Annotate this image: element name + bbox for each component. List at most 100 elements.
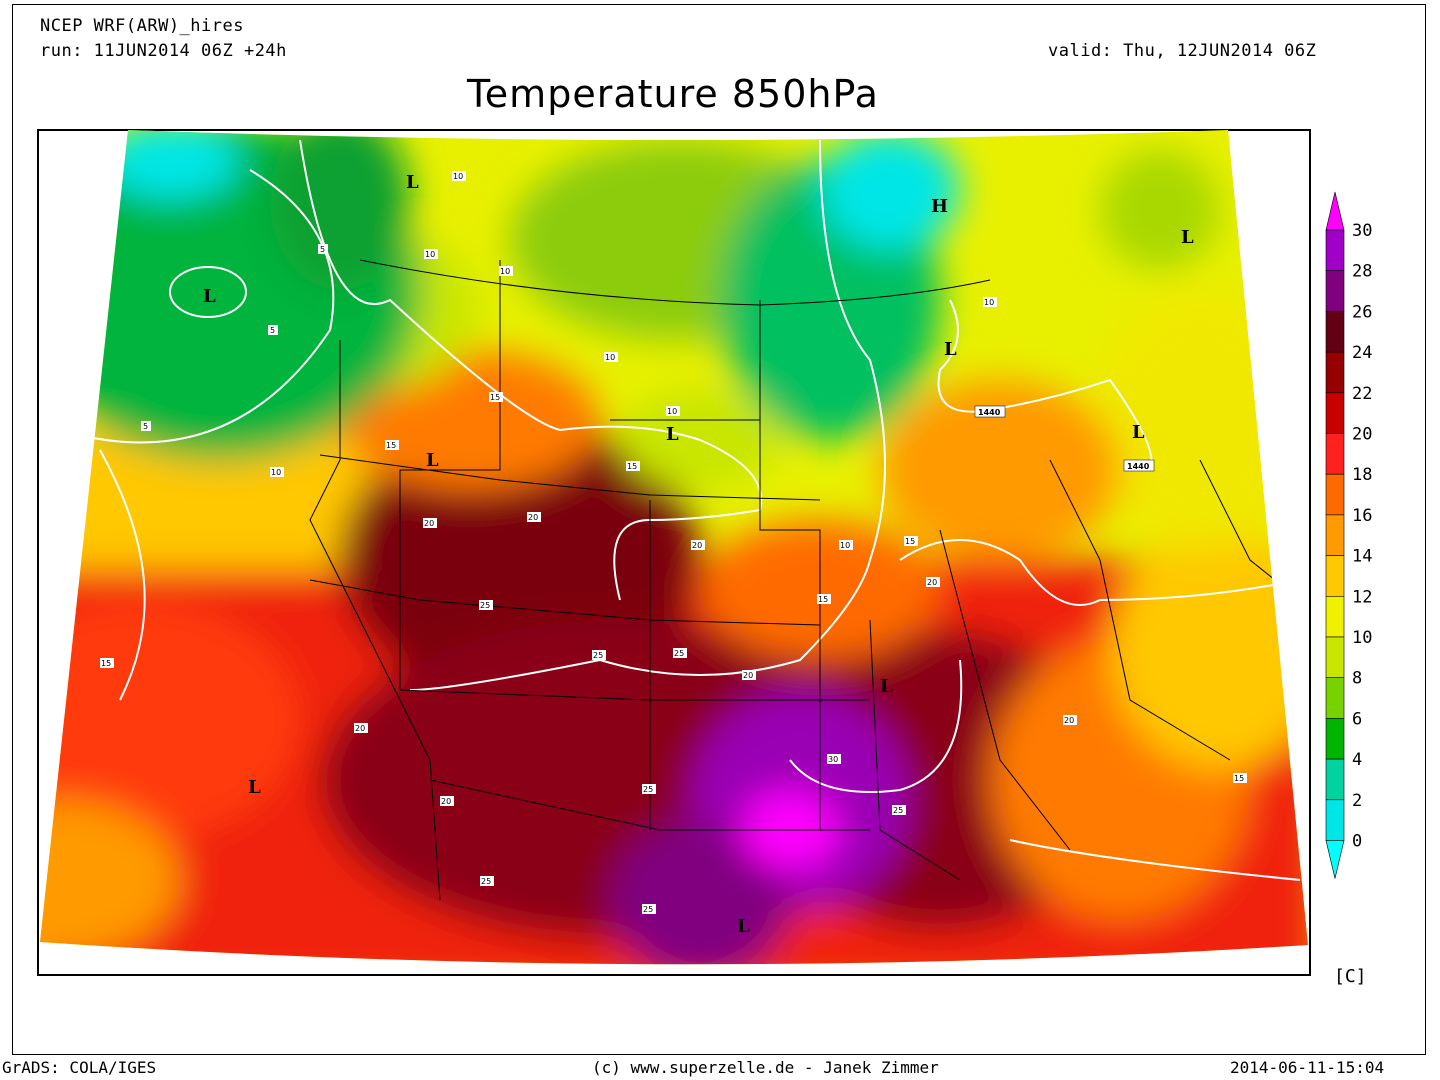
contour-label: 10 — [452, 171, 466, 181]
svg-text:25: 25 — [643, 785, 653, 794]
colorbar-tick-label: 18 — [1352, 465, 1372, 485]
svg-text:10: 10 — [271, 468, 281, 477]
colorbar-tick-label: 16 — [1352, 506, 1372, 526]
colorbar-tick-label: 2 — [1352, 791, 1362, 811]
colorbar-segment — [1325, 351, 1345, 394]
svg-text:10: 10 — [453, 172, 463, 181]
colorbar-tick-label: 14 — [1352, 547, 1372, 567]
colorbar-tick-label: 12 — [1352, 587, 1372, 607]
svg-text:30: 30 — [828, 755, 838, 764]
colorbar-segment — [1325, 636, 1345, 679]
svg-text:5: 5 — [320, 245, 325, 254]
contour-label: 20 — [926, 577, 940, 587]
footer-software: GrADS: COLA/IGES — [2, 1058, 157, 1077]
contour-label: 30 — [827, 754, 841, 764]
contour-label: 20 — [440, 796, 454, 806]
contour-label: 10 — [666, 406, 680, 416]
svg-text:15: 15 — [490, 393, 500, 402]
svg-text:15: 15 — [818, 595, 828, 604]
colorbar-tick-label: 28 — [1352, 262, 1372, 282]
contour-label: 10 — [424, 249, 438, 259]
unit-label: [C] — [1334, 966, 1367, 987]
svg-text:20: 20 — [1064, 716, 1074, 725]
pressure-center-label: L — [880, 676, 893, 697]
svg-text:20: 20 — [528, 513, 538, 522]
contour-label: 10 — [499, 266, 513, 276]
contour-label: 25 — [673, 648, 687, 658]
pressure-center-label: L — [1181, 227, 1194, 248]
colorbar-segment — [1325, 473, 1345, 516]
contour-label: 20 — [354, 723, 368, 733]
height-label: 1440 — [974, 405, 1006, 418]
svg-text:20: 20 — [441, 797, 451, 806]
colorbar-segment — [1325, 229, 1345, 272]
pressure-center-label: L — [203, 286, 216, 307]
pressure-centers: L L H L L L L L L L L — [203, 172, 1194, 937]
run-info: run: 11JUN2014 06Z +24h — [40, 41, 287, 61]
colorbar-segment — [1325, 677, 1345, 719]
svg-text:25: 25 — [593, 651, 603, 660]
model-name: NCEP WRF(ARW)_hires — [40, 16, 244, 36]
pressure-center-label: L — [944, 339, 957, 360]
contour-label: 25 — [479, 600, 493, 610]
contour-label: 10 — [270, 467, 284, 477]
contour-label: 15 — [385, 440, 399, 450]
svg-text:15: 15 — [101, 659, 111, 668]
colorbar-tick-label: 20 — [1352, 425, 1372, 445]
pressure-center-label: L — [248, 777, 261, 798]
svg-text:10: 10 — [605, 353, 615, 362]
contour-label: 10 — [983, 297, 997, 307]
colorbar-arrow-top — [1325, 191, 1345, 231]
map-title: Temperature 850hPa — [467, 72, 879, 116]
svg-text:15: 15 — [1234, 774, 1244, 783]
svg-text:20: 20 — [692, 541, 702, 550]
colorbar-tick-label: 30 — [1352, 221, 1372, 241]
colorbar-segment — [1325, 311, 1345, 353]
contour-label: 15 — [1233, 773, 1247, 783]
contour-label: 10 — [604, 352, 618, 362]
contour-label: 15 — [626, 461, 640, 471]
contour-label: 15 — [100, 658, 114, 668]
svg-text:20: 20 — [743, 671, 753, 680]
valid-time: valid: Thu, 12JUN2014 06Z — [1048, 41, 1317, 61]
colorbar-tick-label: 0 — [1352, 832, 1362, 852]
colorbar-arrow-bottom — [1325, 840, 1345, 879]
colorbar-segment — [1325, 799, 1345, 841]
contour-label: 15 — [489, 392, 503, 402]
pressure-center-label: H — [931, 196, 948, 217]
contour-label: 25 — [892, 805, 906, 815]
colorbar-segment — [1325, 718, 1345, 760]
svg-text:25: 25 — [893, 806, 903, 815]
contour-label: 20 — [1063, 715, 1077, 725]
colorbar-segment — [1325, 392, 1345, 434]
colorbar-segment — [1325, 433, 1345, 475]
colorbar-segment — [1325, 758, 1345, 801]
contour-label: 15 — [817, 594, 831, 604]
contour-label: 15 — [904, 536, 918, 546]
contour-label: 25 — [642, 784, 656, 794]
svg-text:10: 10 — [667, 407, 677, 416]
svg-text:25: 25 — [481, 877, 491, 886]
pressure-center-label: L — [737, 916, 750, 937]
svg-text:25: 25 — [480, 601, 490, 610]
svg-text:15: 15 — [627, 462, 637, 471]
contour-label: 20 — [423, 518, 437, 528]
svg-text:15: 15 — [386, 441, 396, 450]
colorbar-tick-label: 26 — [1352, 302, 1372, 322]
colorbar-tick-label: 8 — [1352, 669, 1362, 689]
svg-text:25: 25 — [643, 905, 653, 914]
colorbar-tick-label: 10 — [1352, 628, 1372, 648]
svg-text:15: 15 — [905, 537, 915, 546]
svg-text:10: 10 — [425, 250, 435, 259]
svg-text:10: 10 — [984, 298, 994, 307]
contour-label: 25 — [480, 876, 494, 886]
pressure-center-label: L — [666, 424, 679, 445]
svg-text:10: 10 — [840, 541, 850, 550]
contour-label: 20 — [691, 540, 705, 550]
svg-text:5: 5 — [270, 326, 275, 335]
colorbar-tick-label: 4 — [1352, 750, 1362, 770]
svg-text:1440: 1440 — [978, 408, 1001, 417]
svg-text:20: 20 — [355, 724, 365, 733]
